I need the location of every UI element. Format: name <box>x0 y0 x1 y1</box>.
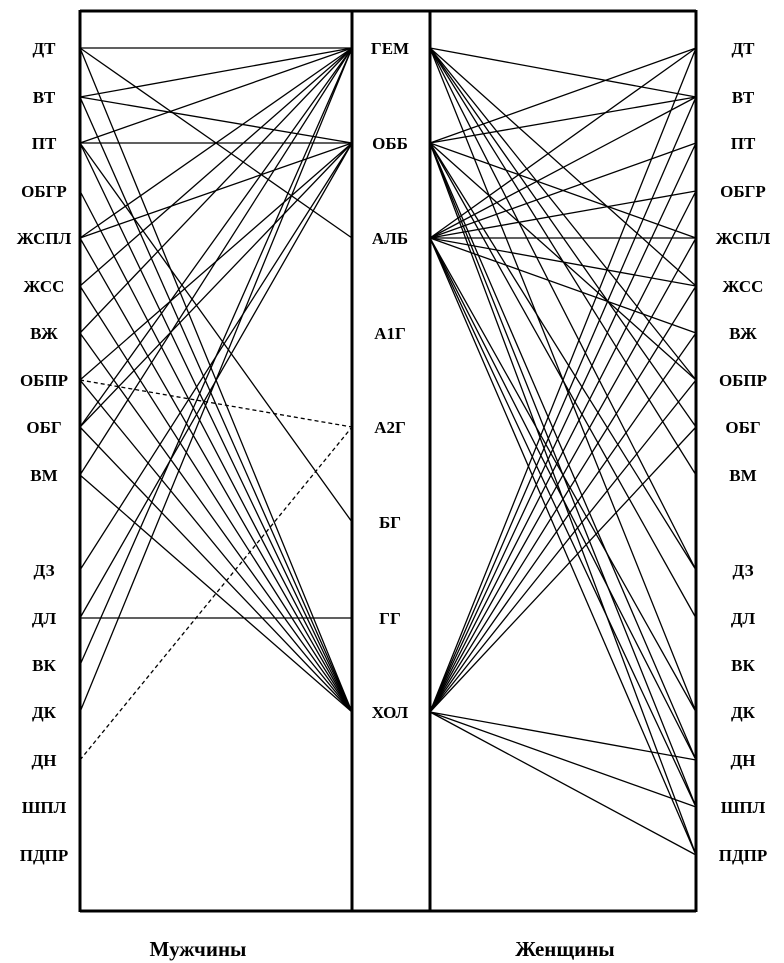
men-indicator-label: ДЛ <box>32 609 57 628</box>
women-indicator-label: ВЖ <box>729 324 757 343</box>
women-indicator-label: ЖСПЛ <box>716 229 771 248</box>
women-indicator-label: ВМ <box>729 466 756 485</box>
women-correlation-line <box>429 47 697 98</box>
women-indicator-label: ДН <box>731 751 756 770</box>
women-indicator-label: ШПЛ <box>721 798 766 817</box>
blood-parameter-label: ГГ <box>379 609 401 628</box>
women-indicator-label: ЖСС <box>723 277 764 296</box>
men-correlation-line <box>79 237 353 713</box>
men-indicator-label: ДТ <box>32 39 56 58</box>
men-indicator-label: ОБГР <box>21 182 67 201</box>
men-correlation-line <box>79 47 353 666</box>
blood-parameter-label: А1Г <box>374 324 406 343</box>
women-indicator-label: ПТ <box>731 134 756 153</box>
women-correlation-line <box>429 711 697 856</box>
men-correlation-line <box>79 332 353 713</box>
caption-women: Женщины <box>515 937 614 961</box>
women-indicator-label: ПДПР <box>719 846 768 865</box>
men-correlation-line <box>79 47 353 98</box>
women-correlation-line <box>429 237 697 287</box>
blood-parameter-label: ОББ <box>372 134 408 153</box>
blood-parameter-label: А2Г <box>374 418 406 437</box>
women-indicator-label: ДТ <box>731 39 755 58</box>
men-correlation-line <box>79 142 353 713</box>
men-correlation-line <box>79 47 353 476</box>
men-indicator-label: ШПЛ <box>22 798 67 817</box>
men-indicator-label: ОБПР <box>20 371 68 390</box>
women-indicator-label: ДЗ <box>732 561 753 580</box>
men-correlation-line <box>79 426 353 761</box>
women-indicator-label: ДЛ <box>731 609 756 628</box>
labels-layer: ДТ ВТ ПТ ОБГР ЖСПЛ ЖСС ВЖ ОБПР ОБГ ВМ ДЗ ДЛ ВК ДК ДН ШП… <box>17 39 771 865</box>
men-indicator-label: ВЖ <box>30 324 58 343</box>
men-indicator-label: ОБГ <box>26 418 61 437</box>
women-correlation-line <box>429 379 697 713</box>
women-correlation-line <box>429 96 697 144</box>
links-layer <box>79 47 697 856</box>
women-correlation-line <box>429 190 697 713</box>
men-correlation-line <box>79 379 353 713</box>
men-indicator-label: ВК <box>32 656 56 675</box>
men-correlation-line <box>79 47 353 239</box>
men-correlation-line <box>79 142 353 428</box>
women-correlation-line <box>429 47 697 239</box>
men-correlation-line <box>79 426 353 713</box>
men-indicator-label: ВМ <box>30 466 57 485</box>
women-indicator-label: ВТ <box>732 88 755 107</box>
blood-parameter-label: БГ <box>379 513 401 532</box>
women-correlation-line <box>429 711 697 808</box>
women-correlation-line <box>429 426 697 713</box>
women-indicator-label: ОБГ <box>725 418 760 437</box>
women-indicator-label: ВК <box>731 656 755 675</box>
women-correlation-line <box>429 142 697 571</box>
men-correlation-line <box>79 47 353 713</box>
men-correlation-line <box>79 474 353 713</box>
caption-men: Мужчины <box>150 937 247 961</box>
women-correlation-line <box>429 285 697 713</box>
blood-parameter-label: ГЕМ <box>371 39 409 58</box>
diagram-frame <box>78 9 698 913</box>
men-indicator-label: ЖСС <box>24 277 65 296</box>
women-indicator-label: ОБГР <box>720 182 766 201</box>
women-correlation-line <box>429 96 697 239</box>
women-correlation-line <box>429 142 697 713</box>
men-indicator-label: ЖСПЛ <box>17 229 72 248</box>
men-correlation-line <box>79 285 353 713</box>
men-indicator-label: ПДПР <box>20 846 69 865</box>
men-correlation-line <box>79 142 353 523</box>
women-correlation-line <box>429 96 697 713</box>
men-indicator-label: ПТ <box>32 134 57 153</box>
men-correlation-line <box>79 47 353 428</box>
blood-parameter-label: ХОЛ <box>372 703 409 722</box>
men-indicator-label: ДЗ <box>33 561 54 580</box>
men-correlation-line <box>79 47 353 144</box>
men-correlation-line <box>79 47 353 287</box>
women-correlation-line <box>429 237 697 334</box>
women-indicator-label: ДК <box>731 703 756 722</box>
women-correlation-line <box>429 332 697 713</box>
men-indicator-label: ВТ <box>33 88 56 107</box>
blood-parameter-label: АЛБ <box>372 229 408 248</box>
women-correlation-line <box>429 47 697 713</box>
women-correlation-line <box>429 237 697 713</box>
men-correlation-line <box>79 96 353 144</box>
men-correlation-line <box>79 47 353 334</box>
men-indicator-label: ДК <box>32 703 57 722</box>
men-indicator-label: ДН <box>32 751 57 770</box>
women-correlation-line <box>429 47 697 144</box>
men-correlation-line <box>79 96 353 713</box>
women-indicator-label: ОБПР <box>719 371 767 390</box>
men-correlation-line <box>79 190 353 713</box>
women-correlation-line <box>429 711 697 761</box>
